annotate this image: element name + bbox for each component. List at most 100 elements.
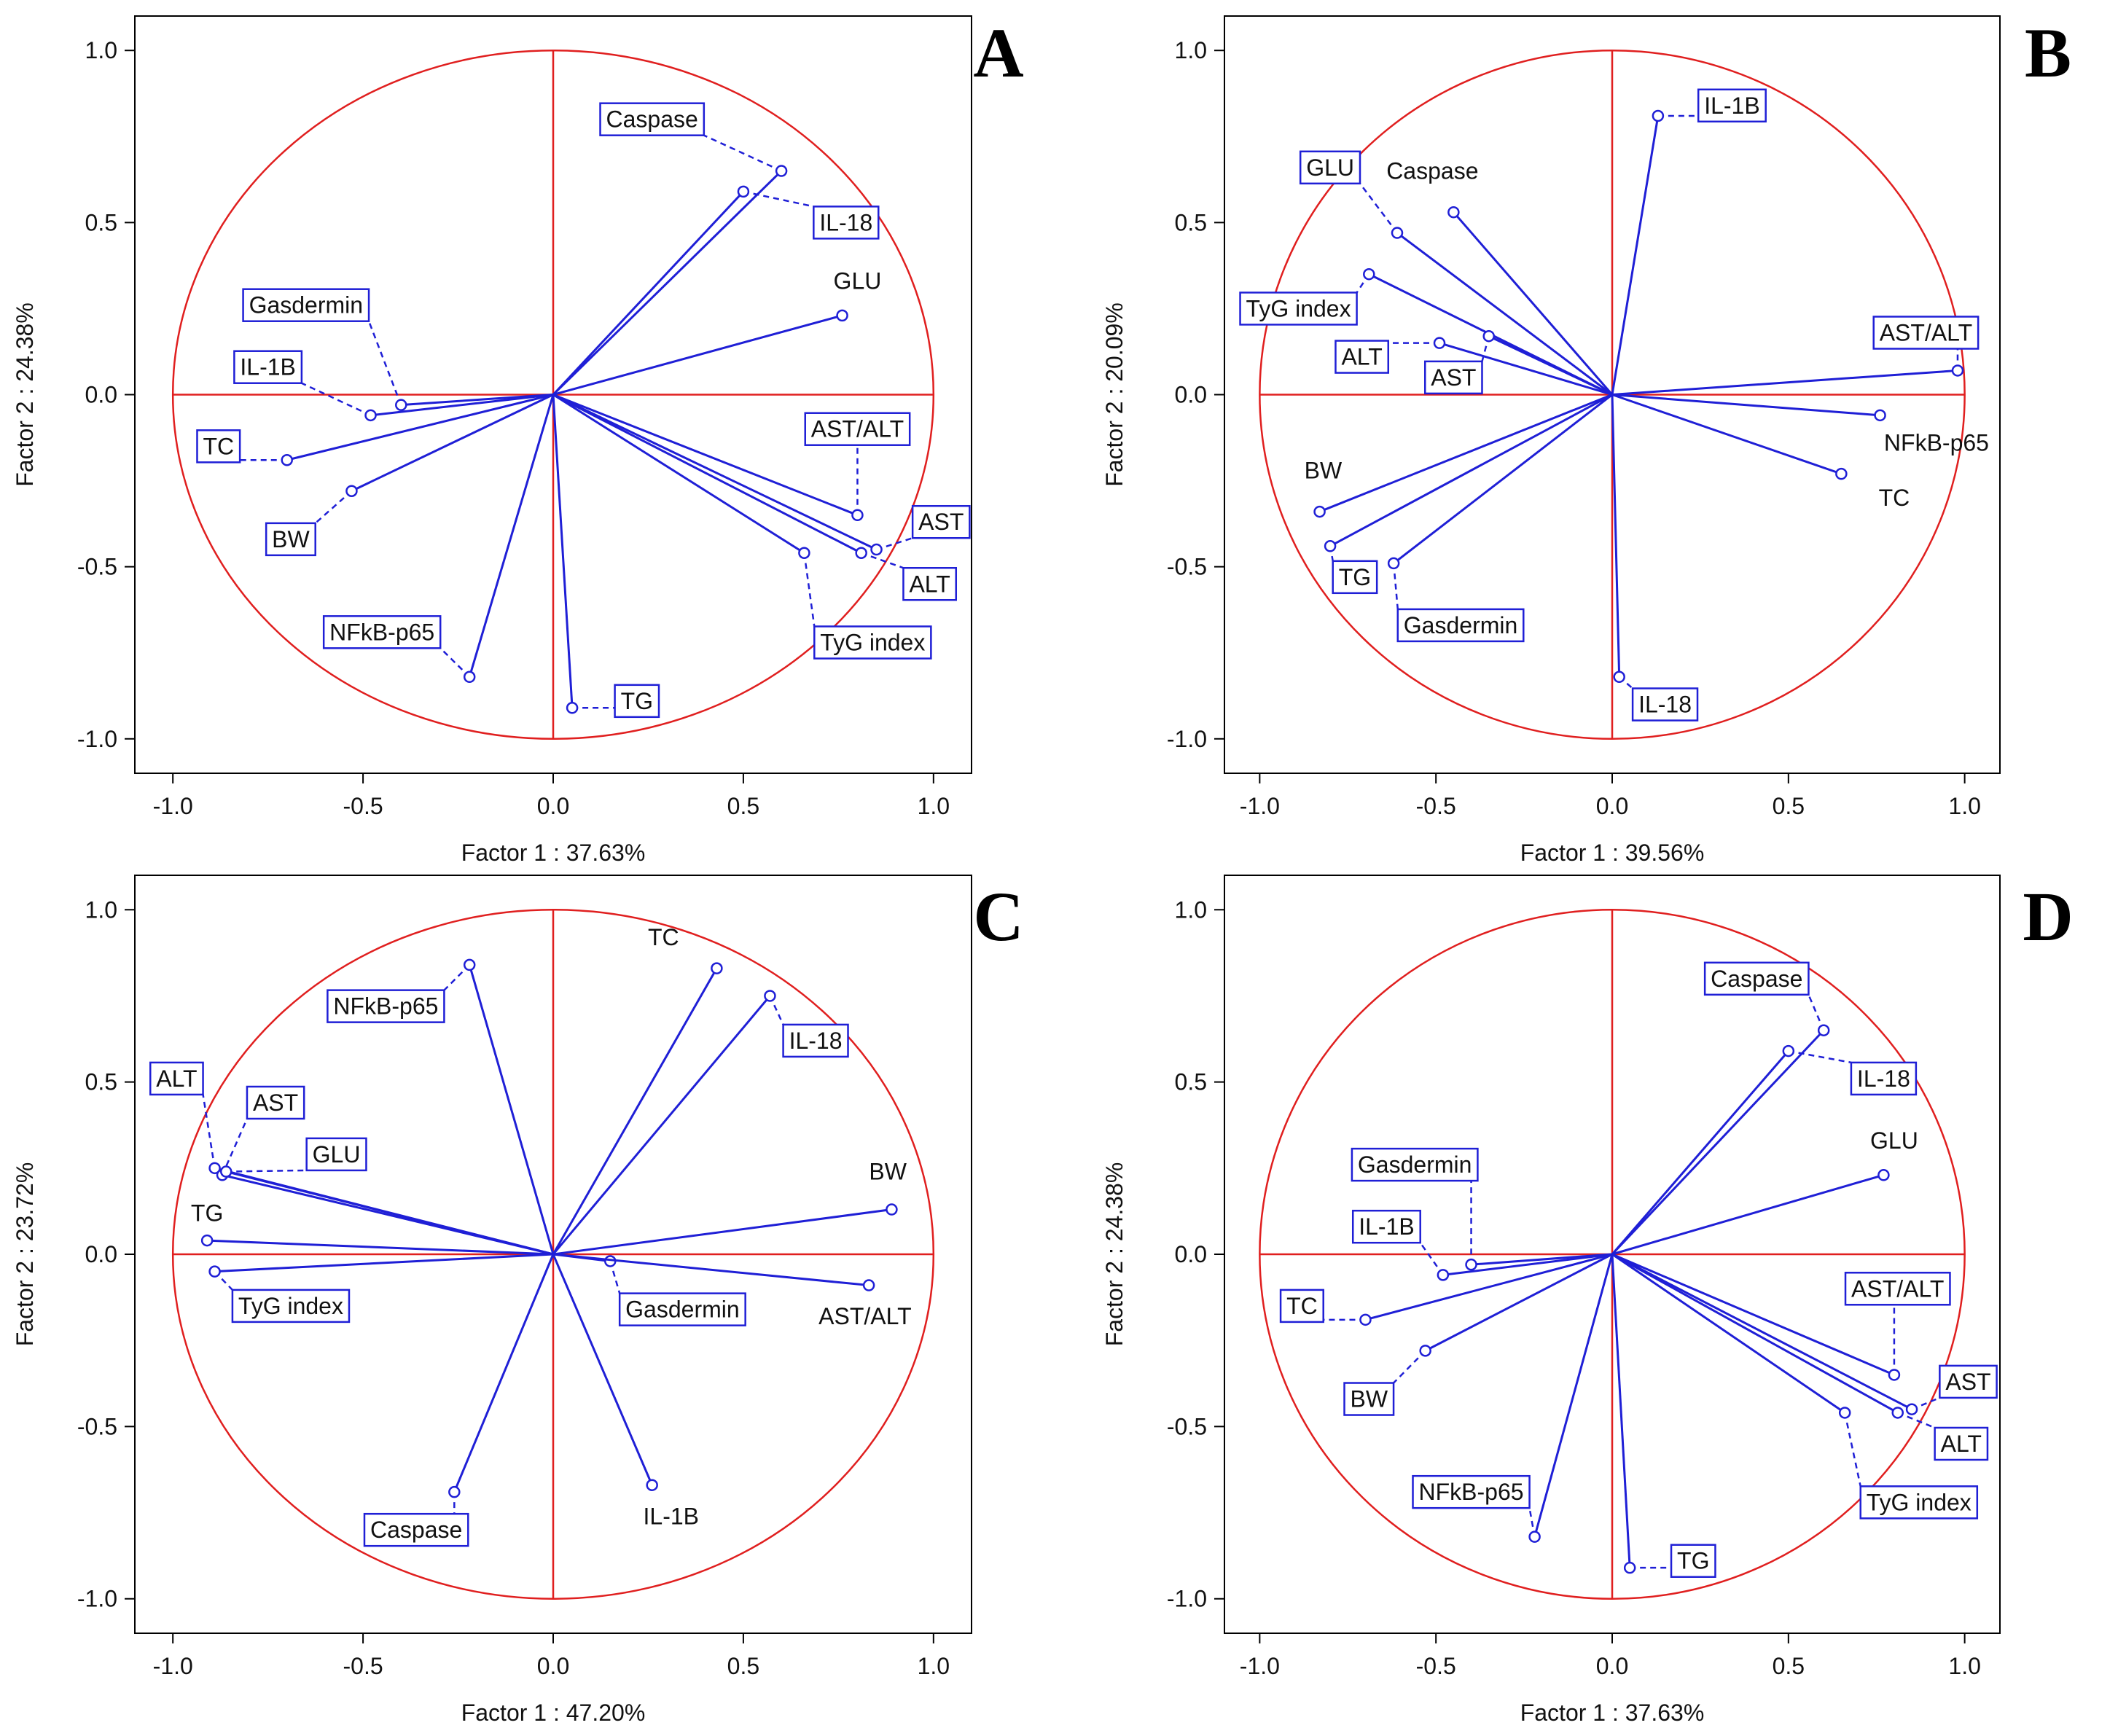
variable-label: Gasdermin <box>249 292 364 318</box>
label-leader-line <box>226 1169 307 1173</box>
label-leader-line <box>367 321 402 406</box>
variable-tc: TC <box>1279 1253 1613 1326</box>
loading-point <box>711 962 723 974</box>
x-tick-label: -1.0 <box>1240 1653 1280 1679</box>
x-tick-label: -0.5 <box>343 1653 383 1679</box>
x-tick-label: 1.0 <box>918 793 950 819</box>
label-box <box>1279 1289 1324 1323</box>
variable-label: Gasdermin <box>625 1297 740 1323</box>
variable-nfkb-p65: NFkB-p65 <box>327 958 555 1255</box>
variable-gasdermin: Gasdermin <box>242 288 554 411</box>
loading-point <box>1905 1403 1918 1415</box>
loading-vector <box>370 394 554 417</box>
loading-vector <box>1611 1253 1899 1414</box>
loading-point <box>208 1162 221 1175</box>
loading-vector <box>1611 394 1880 417</box>
variable-caspase: Caspase <box>1386 158 1614 396</box>
loading-vector <box>1611 1253 1895 1376</box>
loading-vector <box>552 995 771 1255</box>
loading-point <box>364 409 377 422</box>
loading-point <box>1465 1258 1477 1271</box>
variable-alt: ALT <box>1611 1253 1989 1461</box>
variable-caspase: Caspase <box>363 1254 555 1547</box>
x-tick-label: 1.0 <box>1948 793 1980 819</box>
y-tick-label: -0.5 <box>1167 1413 1207 1439</box>
variable-bw: BW <box>1305 394 1613 518</box>
loading-point <box>281 453 293 466</box>
variable-label: GLU <box>1306 155 1354 181</box>
panel-d: -1.0 -0.5 0.0 0.5 1.0 1.0 0.5 0.0 -0.5 -1.0 Factor… <box>1101 875 2074 1726</box>
variable-il-1b: IL-1B <box>233 350 554 422</box>
variable-ast-alt: AST/ALT <box>552 394 911 522</box>
loading-point <box>463 670 476 684</box>
variable-label: NFkB-p65 <box>333 993 438 1020</box>
label-box <box>1351 1209 1421 1244</box>
loading-vector <box>401 394 554 407</box>
variable-glu: GLU <box>219 1137 554 1256</box>
label-leader-line <box>876 537 913 551</box>
variable-gasdermin: Gasdermin <box>552 1253 746 1326</box>
x-tick-label: -0.5 <box>1416 1653 1456 1679</box>
variable-label: ALT <box>1941 1431 1982 1457</box>
label-box <box>1332 560 1378 595</box>
label-leader-line <box>1359 183 1398 234</box>
x-tick-label: -0.5 <box>343 793 383 819</box>
variable-caspase: Caspase <box>1611 961 1830 1256</box>
variable-bw: BW <box>265 394 554 557</box>
variable-label: GLU <box>313 1141 361 1168</box>
variable-label: Gasdermin <box>1404 612 1518 638</box>
loading-vector <box>225 1170 554 1256</box>
variable-ast-alt: AST/ALT <box>552 1253 912 1329</box>
variable-nfkb-p65: NFkB-p65 <box>1611 394 1989 456</box>
variable-alt: ALT <box>1335 337 1613 396</box>
panel-b: -1.0 -0.5 0.0 0.5 1.0 1.0 0.5 0.0 -0.5 -1.0 Factor… <box>1101 14 2071 866</box>
panel-a: -1.0 -0.5 0.0 0.5 1.0 1.0 0.5 0.0 -0.5 -1.0 Factor… <box>12 14 1024 866</box>
loading-vector <box>552 967 718 1255</box>
y-tick-label: 0.5 <box>1175 1069 1207 1095</box>
y-tick-label: 1.0 <box>1175 37 1207 63</box>
loading-point <box>1324 540 1337 552</box>
loading-vector <box>552 314 843 396</box>
label-box <box>327 989 445 1023</box>
loading-point <box>836 309 848 322</box>
variable-label: TG <box>1677 1548 1709 1574</box>
label-leader-line <box>1393 1350 1426 1384</box>
label-box <box>1844 1272 1951 1306</box>
variable-il-18: IL-18 <box>1611 1044 1918 1255</box>
y-tick-label: -0.5 <box>1167 554 1207 580</box>
label-box <box>1631 687 1699 722</box>
label-box <box>246 1085 305 1120</box>
loading-vector <box>1611 1254 1631 1568</box>
loading-vector <box>1424 1253 1613 1352</box>
label-leader-line <box>314 490 353 524</box>
variable-label: NFkB-p65 <box>1419 1479 1524 1505</box>
label-box <box>1239 292 1358 326</box>
variable-tg: TG <box>1324 394 1613 595</box>
variable-glu: GLU <box>1299 150 1613 396</box>
variable-label: Gasdermin <box>1358 1152 1472 1178</box>
variable-tg: TG <box>191 1200 554 1256</box>
variable-il-1b: IL-1B <box>552 1254 699 1529</box>
panel-c: -1.0 -0.5 0.0 0.5 1.0 1.0 0.5 0.0 -0.5 -1.0 Factor… <box>12 875 1024 1726</box>
loading-vector <box>207 1239 554 1256</box>
label-leader-line <box>861 552 904 569</box>
panel-letter: D <box>2023 877 2073 955</box>
label-box <box>1423 360 1483 395</box>
variable-label: IL-18 <box>1857 1066 1910 1092</box>
loading-vector <box>1611 369 1958 396</box>
loading-point <box>886 1203 898 1216</box>
panel-letter: B <box>2025 14 2071 92</box>
loading-vector <box>552 394 862 555</box>
loading-point <box>1874 409 1886 422</box>
y-tick-label: 0.0 <box>85 1241 117 1267</box>
variable-label: Caspase <box>606 106 698 133</box>
loading-vector <box>552 1253 870 1287</box>
variable-label: BW <box>1351 1386 1388 1412</box>
variable-label: AST <box>253 1090 298 1116</box>
variable-label: IL-1B <box>644 1503 699 1529</box>
loading-point <box>219 1165 232 1178</box>
loading-point <box>737 185 750 198</box>
variable-label: IL-1B <box>1704 93 1759 119</box>
x-axis-title: Factor 1 : 47.20% <box>461 1700 646 1726</box>
